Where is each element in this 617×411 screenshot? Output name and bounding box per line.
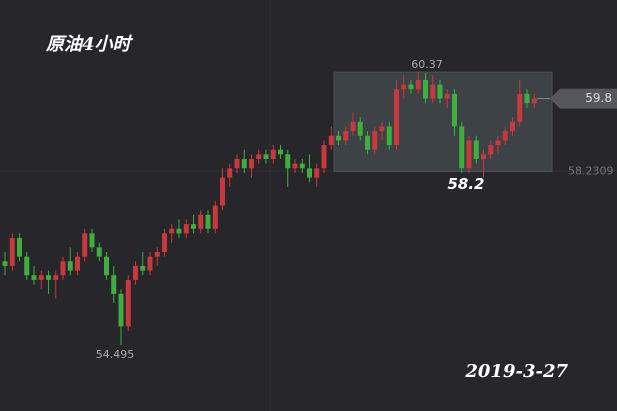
candle-body: [510, 121, 515, 132]
candle-body: [437, 84, 443, 99]
candle-body: [379, 126, 385, 132]
candle-body: [336, 135, 341, 141]
candle-body: [75, 256, 80, 271]
candle-body: [96, 247, 102, 257]
candle-body: [2, 261, 8, 266]
candle-body: [372, 131, 378, 150]
candle-body: [154, 251, 160, 257]
candle-body: [270, 149, 276, 160]
candle-body: [423, 79, 428, 99]
candle-body: [350, 121, 356, 132]
candle-body: [365, 135, 370, 150]
last-price-tag: [550, 88, 617, 109]
candle-body: [263, 154, 269, 160]
candle-body: [227, 168, 233, 178]
candle-body: [241, 159, 247, 169]
candle-body: [60, 261, 66, 276]
candle-body: [140, 265, 146, 271]
candle-body: [321, 145, 327, 169]
candle-body: [24, 256, 30, 276]
chart-title: 原油4小时: [45, 34, 134, 55]
candle-body: [452, 93, 457, 127]
candle-body: [466, 140, 472, 169]
candle-body: [314, 168, 320, 178]
candle-body: [307, 168, 312, 178]
candle-body: [212, 205, 218, 229]
candle-body: [408, 84, 414, 90]
candle-body: [82, 233, 88, 257]
candle-body: [9, 238, 15, 266]
candle-body: [125, 279, 131, 327]
candle-body: [183, 224, 189, 234]
candle-body: [118, 293, 124, 327]
candle-body: [459, 126, 465, 169]
candle-body: [31, 275, 37, 280]
candle-body: [147, 256, 153, 271]
candle-body: [249, 159, 254, 169]
candle-body: [299, 163, 305, 169]
candle-body: [256, 154, 262, 160]
candle-body: [133, 265, 138, 280]
candle-body: [292, 163, 298, 169]
candle-body: [89, 233, 95, 248]
candle-body: [343, 131, 349, 141]
candle-body: [111, 275, 117, 294]
candle-body: [46, 275, 51, 280]
candle-body: [220, 177, 225, 206]
candle-body: [386, 126, 392, 146]
candle-body: [191, 224, 196, 229]
candle-body: [444, 93, 450, 99]
candle-body: [481, 154, 486, 160]
candle-body: [278, 149, 283, 155]
candle-body: [502, 131, 508, 141]
candle-body: [53, 275, 59, 280]
candle-body: [104, 256, 109, 276]
box-low-label: 58.2: [447, 175, 484, 193]
candle-body: [67, 261, 73, 271]
candle-body: [495, 140, 501, 146]
range-box: [333, 71, 553, 173]
candle-body: [162, 233, 167, 252]
last-price-label: 59.8: [585, 91, 612, 105]
candle-body: [401, 84, 407, 90]
candle-body: [176, 228, 182, 234]
high-label: 60.37: [411, 58, 443, 71]
candle-body: [328, 135, 334, 146]
candle-body: [17, 238, 22, 257]
candle-body: [531, 98, 537, 104]
candle-body: [234, 159, 240, 169]
low-label: 54.495: [96, 348, 135, 361]
candle-body: [357, 121, 363, 136]
candle-body: [415, 79, 421, 90]
candle-body: [430, 84, 436, 99]
candle-body: [488, 145, 494, 155]
candle-body: [473, 140, 479, 160]
candle-body: [517, 93, 523, 122]
candle-body: [285, 154, 291, 169]
candle-body: [198, 214, 204, 229]
candle-body: [205, 214, 211, 229]
candle-body: [394, 89, 399, 146]
range-low-label: 58.2309: [568, 165, 614, 178]
candle-body: [169, 228, 175, 234]
candle-body: [38, 275, 44, 280]
date-label: 2019-3-27: [464, 361, 568, 382]
candle-body: [524, 93, 530, 104]
